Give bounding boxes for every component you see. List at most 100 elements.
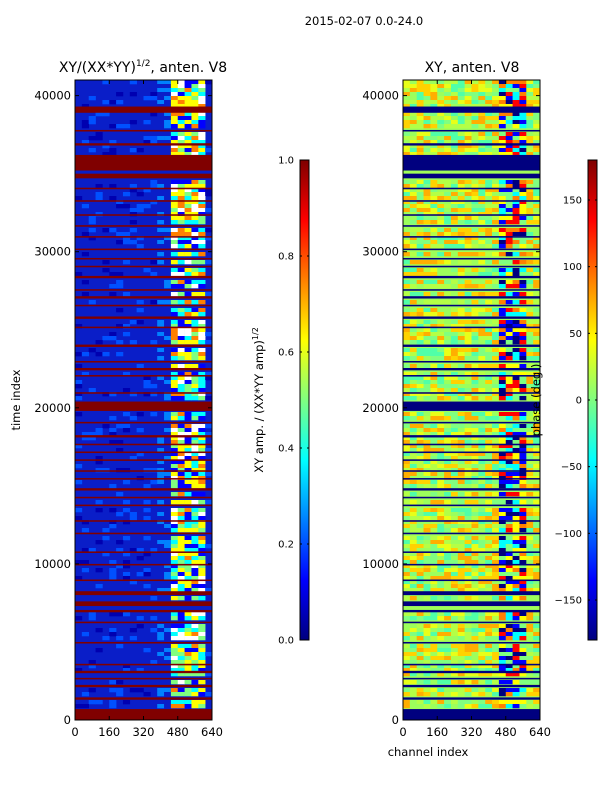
flagged-row-amplitude (75, 401, 212, 411)
flagged-row-phase (403, 421, 540, 424)
flagged-row-phase (403, 451, 540, 454)
flagged-row-amplitude (75, 488, 212, 491)
colorbar-tick-label: 100 (563, 262, 582, 273)
flagged-row-amplitude (75, 375, 212, 377)
flagged-row-phase (403, 677, 540, 680)
flagged-row-amplitude (75, 248, 212, 251)
amplitude-panel: XY/(XX*YY)1/2, anten. V8 0 160 320 480 640 0… (9, 59, 227, 739)
flagged-row-phase (403, 709, 540, 720)
flagged-row-phase (403, 551, 540, 553)
flagged-row-phase (403, 289, 540, 291)
flagged-row-phase (403, 248, 540, 251)
phase-colorbar-label: phase (deg.) (529, 364, 543, 437)
flagged-row-phase (403, 368, 540, 371)
amplitude-x-axis: 0 160 320 480 640 (71, 80, 223, 739)
flagged-row-amplitude (75, 496, 212, 499)
flagged-row-amplitude (75, 368, 212, 371)
flagged-row-amplitude (75, 684, 212, 688)
x-tick-label: 320 (461, 725, 483, 739)
amplitude-colorbar-label: XY amp. / (XX*YY amp)1/2 (251, 327, 266, 473)
flagged-row-amplitude (75, 316, 212, 319)
flagged-row-phase (403, 435, 540, 438)
flagged-row-phase (403, 591, 540, 596)
y-tick-label: 40000 (362, 89, 399, 103)
phase-y-axis: 0 10000 20000 30000 40000 (362, 89, 540, 727)
flagged-row-phase (403, 470, 540, 472)
flagged-row-phase (403, 520, 540, 522)
flagged-row-amplitude (75, 504, 212, 507)
flagged-row-amplitude (75, 392, 212, 394)
flagged-row-amplitude (75, 187, 212, 190)
flagged-row-phase (403, 344, 540, 347)
y-tick-label: 10000 (34, 557, 71, 571)
flagged-row-amplitude (75, 459, 212, 461)
flagged-row-phase (403, 304, 540, 307)
phase-colorbar: −150 −100 −50 0 50 100 150 phase (deg.) (529, 159, 598, 641)
y-tick-label: 0 (392, 713, 399, 727)
flagged-row-phase (403, 579, 540, 582)
y-tick-label: 20000 (34, 401, 71, 415)
flagged-row-phase (403, 360, 540, 363)
flagged-row-phase (403, 663, 540, 666)
phase-colorbar-ticks: −150 −100 −50 0 50 100 150 (555, 196, 597, 607)
amplitude-y-axis-label: time index (9, 369, 23, 430)
flagged-row-amplitude (75, 435, 212, 438)
flagged-row-amplitude (75, 129, 212, 132)
flagged-row-amplitude (75, 275, 212, 279)
colorbar-tick-label: 0 (576, 396, 582, 407)
flagged-row-phase (403, 236, 540, 238)
flagged-row-phase (403, 143, 540, 146)
y-tick-label: 0 (64, 713, 71, 727)
colorbar-tick-label: 0.0 (278, 636, 294, 647)
x-tick-label: 160 (98, 725, 120, 739)
x-tick-label: 480 (167, 725, 189, 739)
flagged-row-amplitude (75, 200, 212, 202)
y-tick-label: 10000 (362, 557, 399, 571)
flagged-row-phase (403, 478, 540, 480)
flagged-row-phase (403, 532, 540, 535)
phase-panel-title: XY, anten. V8 (425, 60, 520, 76)
colorbar-tick-label: 0.6 (278, 348, 294, 359)
figure-suptitle: 2015-02-07 0.0-24.0 (305, 14, 424, 28)
colorbar-tick-label: 50 (569, 329, 582, 340)
flagged-row-amplitude (75, 143, 212, 146)
flagged-row-phase (403, 670, 540, 674)
flagged-row-phase (403, 296, 540, 299)
flagged-row-phase (403, 488, 540, 491)
amplitude-colorbar-ticks: 0.0 0.2 0.4 0.6 0.8 1.0 (278, 156, 309, 647)
flagged-row-amplitude (75, 563, 212, 566)
flagged-row-phase (403, 392, 540, 394)
colorbar-tick-label: −100 (555, 529, 582, 540)
colorbar-tick-label: 150 (563, 196, 582, 207)
flagged-row-amplitude (75, 532, 212, 535)
flagged-row-amplitude (75, 670, 212, 674)
flagged-row-amplitude (75, 478, 212, 480)
flagged-row-amplitude (75, 154, 212, 171)
amplitude-panel-title: XY/(XX*YY)1/2, anten. V8 (59, 59, 227, 76)
y-tick-label: 40000 (34, 89, 71, 103)
flagged-row-amplitude (75, 663, 212, 666)
colorbar-tick-label: −50 (561, 462, 582, 473)
flagged-row-phase (403, 697, 540, 700)
flagged-row-amplitude (75, 451, 212, 454)
flagged-row-phase (403, 641, 540, 644)
flagged-row-phase (403, 601, 540, 607)
flagged-row-amplitude (75, 173, 212, 179)
x-tick-label: 0 (399, 725, 406, 739)
amplitude-colorbar: 0.0 0.2 0.4 0.6 0.8 1.0 XY amp. / (XX*YY amp)… (251, 156, 310, 647)
colorbar-tick-label: 0.4 (278, 444, 294, 455)
flagged-row-phase (403, 684, 540, 688)
flagged-row-amplitude (75, 470, 212, 472)
flagged-row-amplitude (75, 677, 212, 680)
flagged-row-amplitude (75, 579, 212, 582)
flagged-row-phase (403, 257, 540, 260)
flagged-row-amplitude (75, 289, 212, 291)
x-tick-label: 320 (133, 725, 155, 739)
flagged-row-amplitude (75, 265, 212, 268)
flagged-row-phase (403, 621, 540, 624)
flagged-row-amplitude (75, 601, 212, 607)
flagged-row-amplitude (75, 344, 212, 347)
flagged-row-phase (403, 326, 540, 329)
y-tick-label: 20000 (362, 401, 399, 415)
flagged-row-amplitude (75, 609, 212, 613)
